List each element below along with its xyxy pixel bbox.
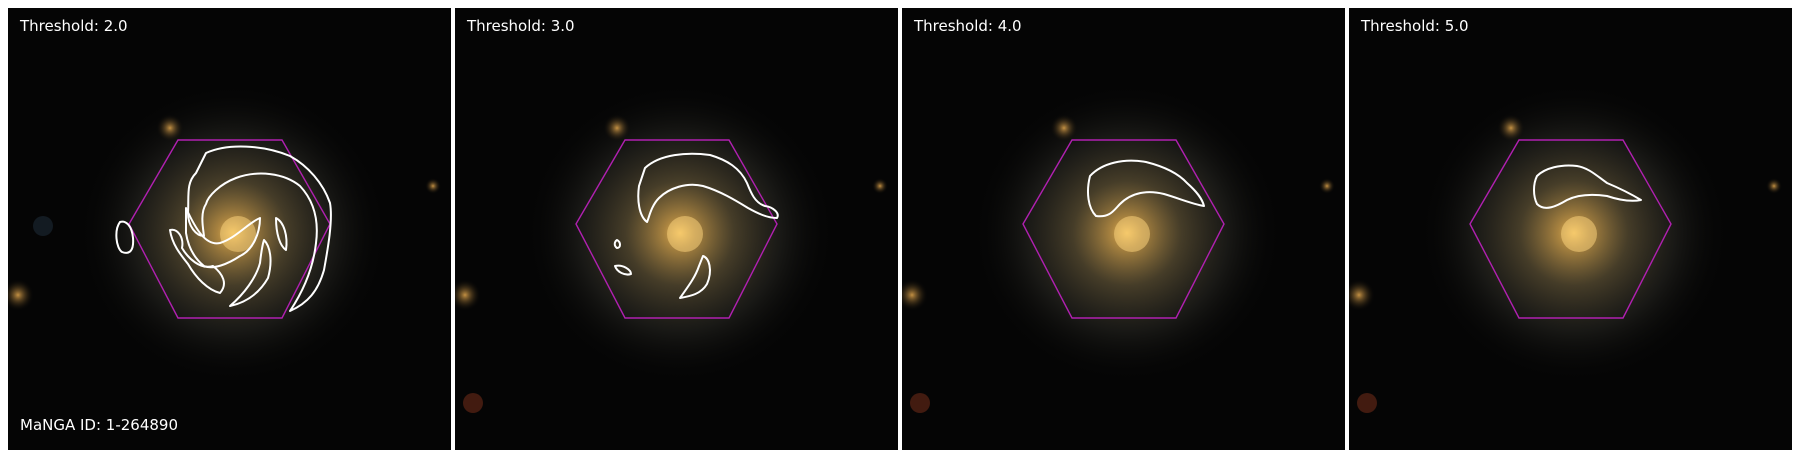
background-star — [872, 178, 888, 194]
galaxy-image — [8, 8, 451, 450]
background-star — [8, 279, 34, 311]
background-star — [603, 114, 631, 142]
galaxy-core — [1114, 216, 1150, 252]
background-star — [455, 279, 481, 311]
panel-threshold-2: Threshold: 2.0 MaNGA ID: 1-264890 — [8, 8, 451, 450]
background-star — [910, 393, 930, 413]
background-star — [902, 279, 928, 311]
background-star — [1357, 393, 1377, 413]
ifu-hexagon — [1022, 139, 1225, 319]
background-star — [1349, 279, 1375, 311]
manga-id-label: MaNGA ID: 1-264890 — [20, 416, 179, 434]
threshold-label: Threshold: 4.0 — [914, 17, 1022, 35]
threshold-label: Threshold: 2.0 — [20, 17, 128, 35]
background-star — [156, 114, 184, 142]
contour-lines — [613, 152, 779, 299]
background-star — [1766, 178, 1782, 194]
panel-threshold-3: Threshold: 3.0 — [455, 8, 898, 450]
galaxy-image — [455, 8, 898, 450]
panel-threshold-5: Threshold: 5.0 — [1349, 8, 1792, 450]
background-star — [425, 178, 441, 194]
contour-lines — [1533, 164, 1642, 209]
contour-lines — [1087, 159, 1205, 218]
background-star — [1319, 178, 1335, 194]
galaxy-image — [1349, 8, 1792, 450]
ifu-hexagon — [575, 139, 778, 319]
threshold-label: Threshold: 3.0 — [467, 17, 575, 35]
panel-threshold-4: Threshold: 4.0 — [902, 8, 1345, 450]
ifu-hexagon — [1469, 139, 1672, 319]
background-star — [1497, 114, 1525, 142]
background-star — [33, 216, 53, 236]
threshold-label: Threshold: 5.0 — [1361, 17, 1469, 35]
galaxy-image — [902, 8, 1345, 450]
galaxy-core — [667, 216, 703, 252]
contour-lines — [115, 145, 332, 312]
galaxy-core — [1561, 216, 1597, 252]
background-star — [1050, 114, 1078, 142]
background-star — [463, 393, 483, 413]
